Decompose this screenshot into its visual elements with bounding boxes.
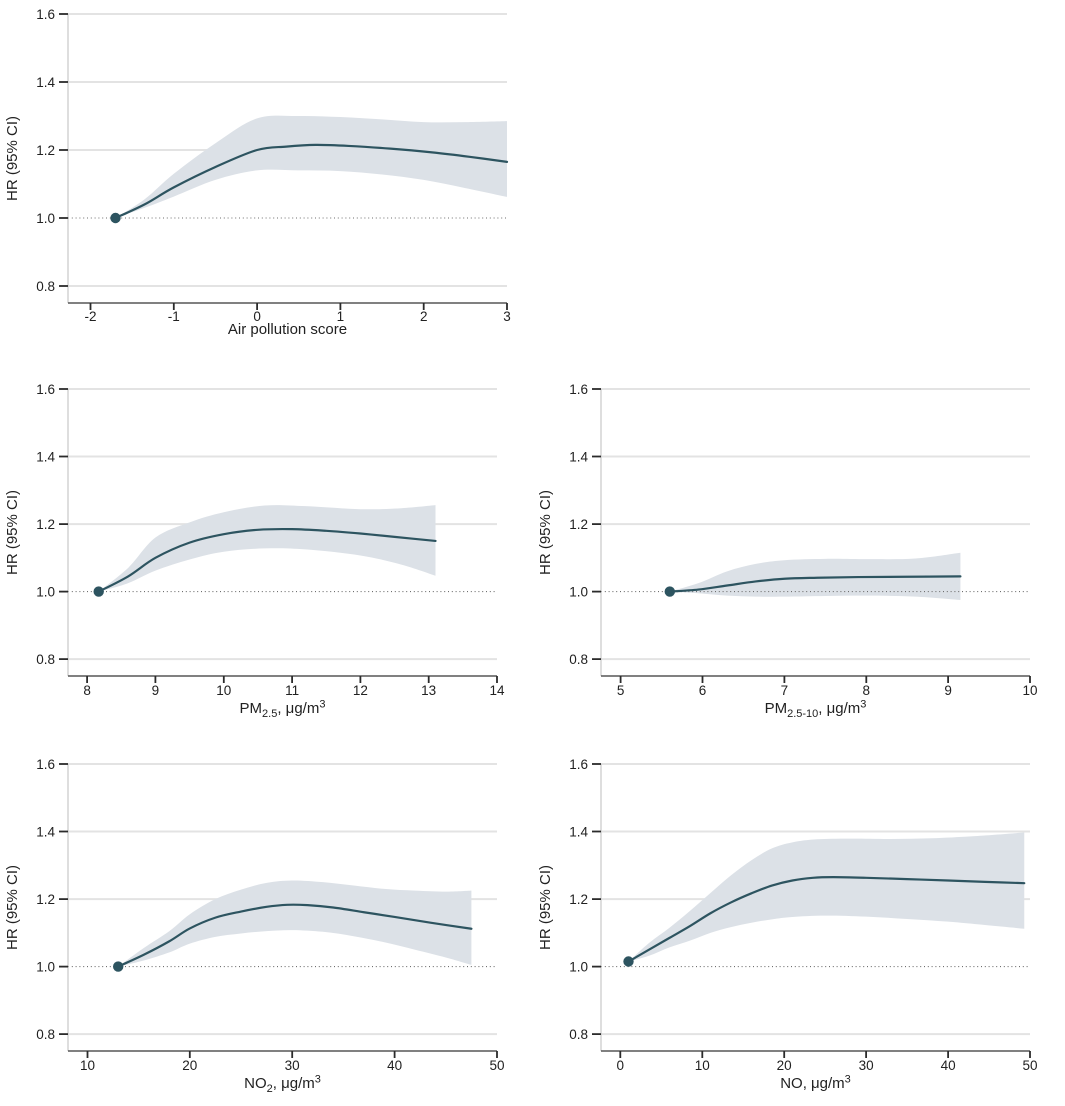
x-tick-label: 10 <box>216 683 231 698</box>
x-tick-label: 2 <box>420 309 428 324</box>
y-tick-label: 1.6 <box>36 382 55 397</box>
x-tick-label: 20 <box>182 1058 197 1073</box>
y-axis-label: HR (95% CI) <box>537 865 554 950</box>
hr-curve <box>97 527 437 593</box>
y-axis-label: HR (95% CI) <box>537 490 554 575</box>
x-tick-label: 40 <box>387 1058 402 1073</box>
ci-band <box>669 552 961 601</box>
ci-band <box>98 505 436 592</box>
x-tick-label: 30 <box>285 1058 300 1073</box>
reference-point <box>623 956 634 967</box>
x-tick-label: 8 <box>863 683 871 698</box>
y-tick-label: 1.2 <box>36 517 55 532</box>
x-tick-label: 9 <box>152 683 160 698</box>
y-tick-label: 0.8 <box>569 1027 588 1042</box>
x-tick-label: 50 <box>1022 1058 1037 1073</box>
hr-curve <box>114 143 509 220</box>
x-tick-label: 9 <box>944 683 952 698</box>
x-axis-label: NO2, μg/m3 <box>244 1074 321 1096</box>
y-tick-label: 1.6 <box>36 7 55 22</box>
x-tick-label: 12 <box>353 683 368 698</box>
y-tick-label: 1.6 <box>569 757 588 772</box>
y-tick-label: 1.4 <box>36 75 55 90</box>
y-tick-label: 1.4 <box>36 824 55 839</box>
x-tick-label: 0 <box>253 309 261 324</box>
x-tick-label: 7 <box>781 683 789 698</box>
hr-curve <box>668 575 962 593</box>
x-tick-label: 50 <box>489 1058 504 1073</box>
y-tick-label: 1.2 <box>36 892 55 907</box>
reference-point <box>664 586 675 597</box>
y-tick-label: 1.4 <box>569 824 588 839</box>
reference-point <box>113 961 124 972</box>
x-tick-label: 0 <box>617 1058 625 1073</box>
y-tick-label: 0.8 <box>36 652 55 667</box>
x-tick-label: 6 <box>699 683 707 698</box>
y-tick-label: 1.2 <box>36 143 55 158</box>
x-tick-label: 13 <box>421 683 436 698</box>
y-tick-label: 1.4 <box>36 449 55 464</box>
y-tick-label: 1.2 <box>569 517 588 532</box>
ci-band <box>118 880 472 967</box>
y-axis-label: HR (95% CI) <box>4 116 21 201</box>
y-axis-label: HR (95% CI) <box>4 865 21 950</box>
x-tick-label: 3 <box>503 309 511 324</box>
y-tick-label: 1.0 <box>36 211 55 226</box>
x-tick-label: 11 <box>285 683 299 698</box>
x-tick-label: -1 <box>168 309 180 324</box>
x-axis-label: Air pollution score <box>228 321 347 338</box>
x-axis-label: NO, μg/m3 <box>780 1074 851 1093</box>
hr-curve <box>117 903 473 968</box>
y-tick-label: 0.8 <box>569 652 588 667</box>
panel-no2: 0.8 1.0 1.2 1.4 1.6 10 20 30 40 50 HR (95% CI) NO2,… <box>4 757 505 1096</box>
hr-curve <box>627 876 1026 963</box>
x-tick-label: -2 <box>84 309 96 324</box>
x-tick-label: 10 <box>80 1058 95 1073</box>
y-tick-label: 1.6 <box>36 757 55 772</box>
y-tick-label: 1.0 <box>569 584 588 599</box>
x-tick-label: 40 <box>941 1058 956 1073</box>
x-tick-label: 14 <box>489 683 505 698</box>
reference-point <box>93 586 104 597</box>
x-tick-label: 10 <box>1022 683 1037 698</box>
ci-band <box>115 115 507 218</box>
y-axis-label: HR (95% CI) <box>4 490 21 575</box>
y-tick-label: 0.8 <box>36 1027 55 1042</box>
panel-pm25-10: 0.8 1.0 1.2 1.4 1.6 5 6 7 8 9 10 HR (95% CI) PM2.5-1… <box>537 382 1038 721</box>
y-tick-label: 1.2 <box>569 892 588 907</box>
y-tick-label: 1.0 <box>569 959 588 974</box>
ci-band <box>628 832 1025 962</box>
x-axis-label: PM2.5-10, μg/m3 <box>765 699 867 721</box>
panel-pm25: 0.8 1.0 1.2 1.4 1.6 8 9 10 11 12 13 14 HR (95% CI) PM… <box>4 382 505 721</box>
y-tick-label: 1.6 <box>569 382 588 397</box>
x-tick-label: 5 <box>617 683 625 698</box>
x-axis-label: PM2.5, μg/m3 <box>240 699 326 721</box>
y-tick-label: 0.8 <box>36 279 55 294</box>
reference-point <box>110 212 121 224</box>
y-tick-label: 1.4 <box>569 449 588 464</box>
panel-air-pollution-score: 0.8 1.0 1.2 1.4 1.6 -2 -1 0 1 2 3 HR (95% CI) Air po… <box>4 7 511 338</box>
x-tick-label: 20 <box>777 1058 792 1073</box>
panel-no: 0.8 1.0 1.2 1.4 1.6 0 10 20 30 40 50 HR (95% CI) NO,… <box>537 757 1038 1093</box>
x-tick-label: 10 <box>695 1058 710 1073</box>
y-tick-label: 1.0 <box>36 959 55 974</box>
x-tick-label: 8 <box>83 683 91 698</box>
x-tick-label: 30 <box>859 1058 874 1073</box>
x-tick-label: 1 <box>337 309 345 324</box>
y-tick-label: 1.0 <box>36 584 55 599</box>
